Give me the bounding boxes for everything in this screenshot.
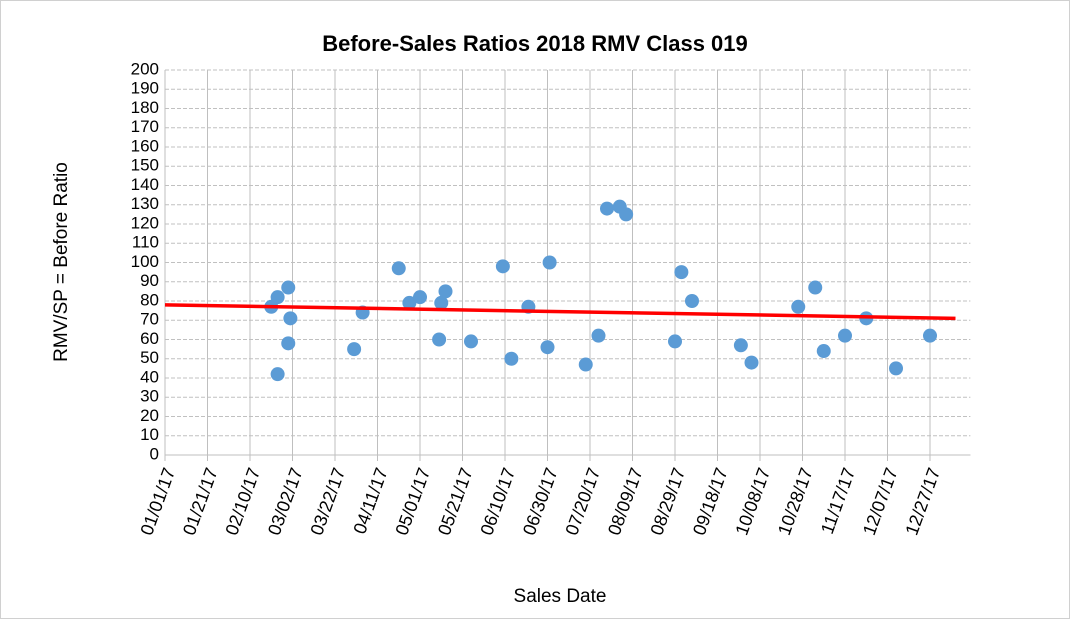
point	[668, 334, 682, 349]
point	[808, 280, 823, 295]
point	[816, 344, 831, 359]
y-tick-label: 160	[131, 136, 159, 155]
y-tick-label: 10	[140, 425, 159, 444]
point	[495, 259, 510, 274]
y-tick-label: 40	[140, 367, 159, 386]
y-tick-label: 0	[150, 444, 159, 463]
y-tick-label: 190	[131, 79, 159, 98]
point	[540, 340, 555, 355]
point	[504, 351, 519, 366]
chart-title: Before-Sales Ratios 2018 RMV Class 019	[322, 31, 748, 56]
point	[391, 261, 406, 276]
y-tick-label: 30	[140, 387, 159, 406]
point	[591, 328, 606, 343]
y-tick-label: 90	[140, 271, 159, 290]
point	[838, 328, 852, 343]
y-tick-label: 50	[140, 348, 159, 367]
point	[432, 332, 447, 347]
point	[434, 295, 449, 310]
y-tick-label: 120	[131, 213, 159, 232]
point	[281, 280, 296, 295]
y-tick-label: 20	[140, 406, 159, 425]
y-tick-label: 180	[131, 98, 159, 117]
point	[733, 338, 748, 353]
point	[619, 207, 634, 222]
point	[744, 355, 759, 370]
point	[347, 342, 362, 357]
x-axis-title: Sales Date	[514, 586, 607, 607]
point	[578, 357, 593, 372]
y-tick-label: 200	[131, 59, 159, 78]
point	[923, 328, 937, 343]
point	[283, 311, 298, 326]
point	[438, 284, 453, 299]
point	[413, 290, 427, 305]
y-tick-label: 170	[131, 117, 159, 136]
y-tick-label: 110	[132, 233, 159, 252]
trendline	[164, 303, 956, 321]
point	[685, 294, 699, 308]
y-tick-label: 140	[131, 175, 159, 194]
point	[464, 334, 478, 349]
point	[270, 367, 285, 382]
point	[889, 361, 903, 376]
y-tick-label: 60	[140, 329, 159, 348]
point	[600, 201, 614, 216]
y-tick-label: 100	[131, 252, 159, 271]
y-tick-label: 150	[131, 156, 159, 175]
y-tick-label: 70	[140, 310, 159, 329]
point	[281, 336, 296, 351]
point	[270, 290, 285, 305]
y-tick-label: 80	[140, 290, 159, 309]
point	[402, 295, 417, 310]
point	[674, 265, 689, 280]
point	[791, 299, 806, 314]
point	[542, 255, 557, 270]
y-tick-label: 130	[131, 194, 159, 213]
y-axis-title: RMV/SP = Before Ratio	[51, 162, 72, 362]
